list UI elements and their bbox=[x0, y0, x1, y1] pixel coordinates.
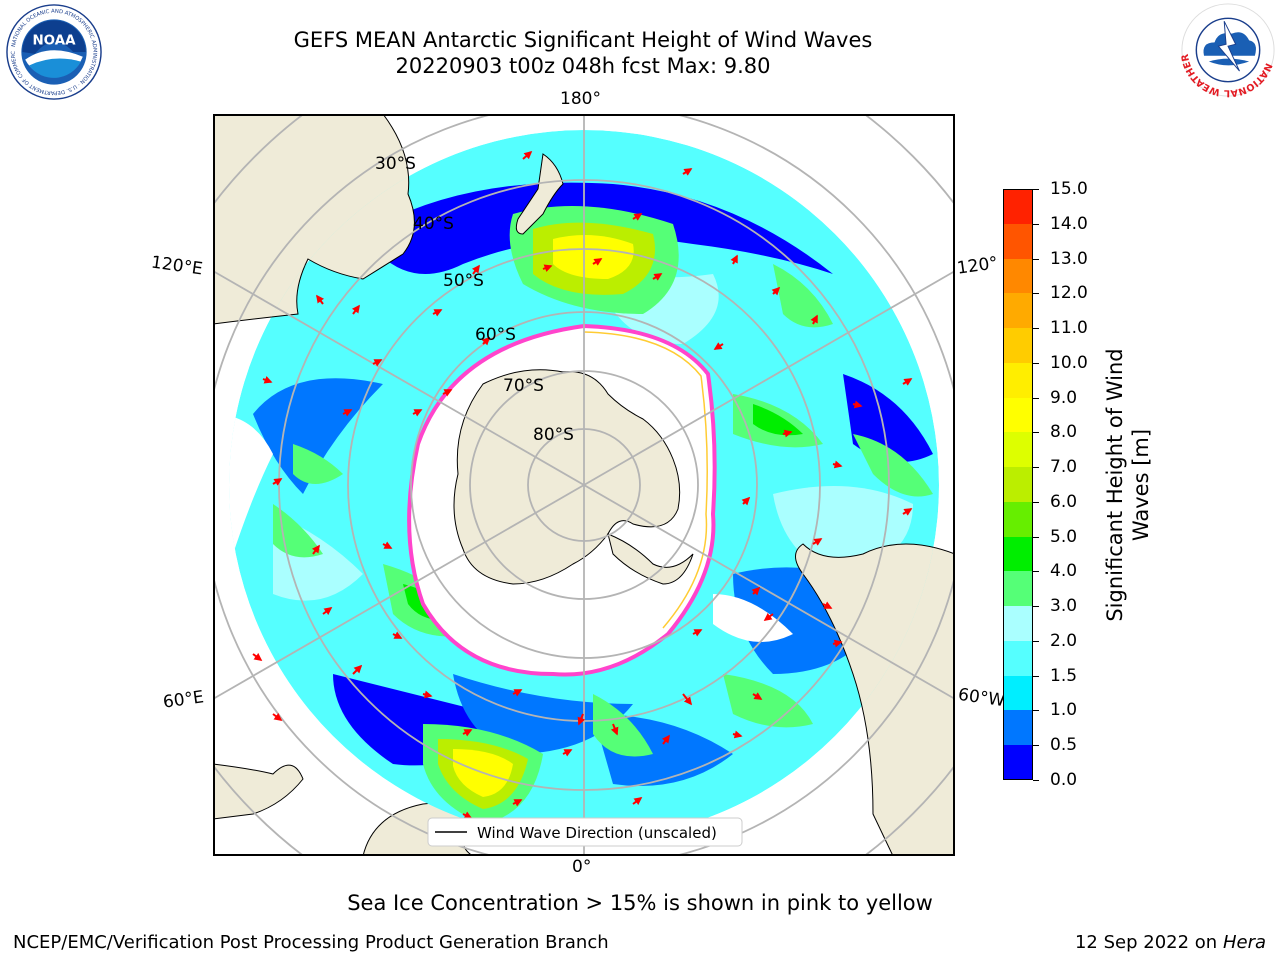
nws-logo: NATIONAL WEATHER SERVICE bbox=[1180, 2, 1275, 98]
colorbar-tick-label: 9.0 bbox=[1050, 387, 1078, 408]
noaa-logo-text: NOAA bbox=[32, 33, 76, 48]
sea-ice-note: Sea Ice Concentration > 15% is shown in … bbox=[347, 891, 933, 915]
lat-label-50s: 50°S bbox=[443, 271, 484, 291]
colorbar-tick-label: 5.0 bbox=[1050, 526, 1078, 547]
colorbar-segment bbox=[1003, 258, 1033, 294]
colorbar-segment bbox=[1003, 606, 1033, 642]
colorbar-tick-mark bbox=[1033, 362, 1039, 364]
colorbar-segment bbox=[1003, 189, 1033, 225]
lat-label-40s: 40°S bbox=[413, 214, 454, 234]
colorbar-segment bbox=[1003, 536, 1033, 572]
colorbar-tick-mark bbox=[1033, 675, 1039, 677]
antarctica bbox=[453, 369, 681, 585]
colorbar-tick-label: 14.0 bbox=[1050, 213, 1088, 234]
colorbar-segment bbox=[1003, 328, 1033, 364]
colorbar-segment bbox=[1003, 397, 1033, 433]
colorbar-tick-label: 15.0 bbox=[1050, 179, 1088, 199]
colorbar-tick-mark bbox=[1033, 432, 1039, 434]
colorbar-tick-label: 11.0 bbox=[1050, 318, 1088, 339]
chart-title: GEFS MEAN Antarctic Significant Height o… bbox=[293, 28, 873, 52]
lat-label-80s: 80°S bbox=[533, 425, 574, 445]
lon-label-lower-right: 60°W bbox=[956, 684, 1007, 712]
colorbar-tick-label: 7.0 bbox=[1050, 457, 1078, 478]
footer-host: Hera bbox=[1222, 932, 1266, 953]
colorbar-tick-label: 8.0 bbox=[1050, 422, 1078, 443]
colorbar-tick-label: 0.5 bbox=[1050, 735, 1078, 756]
colorbar-tick-mark bbox=[1033, 780, 1039, 781]
antarctic-peninsula bbox=[607, 533, 694, 585]
lat-label-30s: 30°S bbox=[375, 154, 416, 174]
colorbar-tick-mark bbox=[1033, 501, 1039, 503]
colorbar-tick-mark bbox=[1033, 640, 1039, 642]
colorbar-tick-mark bbox=[1033, 536, 1039, 538]
footer-branch: NCEP/EMC/Verification Post Processing Pr… bbox=[13, 932, 609, 953]
colorbar-segment bbox=[1003, 501, 1033, 538]
colorbar-tick-mark bbox=[1033, 606, 1039, 608]
lon-label-top: 180° bbox=[560, 89, 601, 109]
colorbar-tick-mark bbox=[1033, 710, 1039, 712]
colorbar-segment bbox=[1003, 640, 1033, 677]
colorbar-tick-mark bbox=[1033, 223, 1039, 225]
footer-date: 12 Sep 2022 on Hera bbox=[1075, 932, 1266, 953]
colorbar-label-line1: Significant Height of Wind bbox=[1103, 348, 1127, 622]
colorbar-tick-mark bbox=[1033, 571, 1039, 573]
colorbar-tick-mark bbox=[1033, 745, 1039, 747]
colorbar-tick-label: 6.0 bbox=[1050, 491, 1078, 512]
chart-subtitle: 20220903 t00z 048h fcst Max: 9.80 bbox=[395, 54, 771, 78]
colorbar-tick-label: 1.0 bbox=[1050, 700, 1078, 721]
colorbar-tick-label: 2.0 bbox=[1050, 630, 1078, 651]
lon-label-lower-left: 60°E bbox=[161, 687, 206, 713]
polar-map: 30°S 40°S 50°S 60°S 70°S 80°S Wind Wave … bbox=[213, 114, 955, 856]
colorbar-tick-label: 12.0 bbox=[1050, 283, 1088, 304]
colorbar-segment bbox=[1003, 432, 1033, 468]
colorbar-tick-mark bbox=[1033, 467, 1039, 469]
colorbar-tick-label: 1.5 bbox=[1050, 665, 1078, 686]
lat-label-70s: 70°S bbox=[503, 376, 544, 396]
colorbar-tick-mark bbox=[1033, 328, 1039, 330]
colorbar-segment bbox=[1003, 745, 1033, 781]
colorbar-tick-label: 13.0 bbox=[1050, 248, 1088, 269]
map-legend: Wind Wave Direction (unscaled) bbox=[427, 817, 743, 847]
colorbar-tick-mark bbox=[1033, 189, 1039, 190]
colorbar-tick-mark bbox=[1033, 258, 1039, 260]
lon-label-bottom: 0° bbox=[572, 857, 592, 877]
map-frame bbox=[213, 114, 955, 856]
legend-label: Wind Wave Direction (unscaled) bbox=[477, 824, 717, 842]
colorbar-segment bbox=[1003, 710, 1033, 746]
colorbar-tick-label: 3.0 bbox=[1050, 596, 1078, 617]
colorbar-segment bbox=[1003, 293, 1033, 329]
lon-label-upper-right: 120° bbox=[955, 253, 1000, 279]
footer-date-text: 12 Sep 2022 on bbox=[1074, 932, 1218, 953]
colorbar-tick-label: 0.0 bbox=[1050, 770, 1078, 790]
colorbar-tick-label: 10.0 bbox=[1050, 352, 1088, 373]
noaa-logo: NOAA NATIONAL OCEANIC AND ATMOSPHERIC AD… bbox=[6, 4, 102, 100]
lon-label-upper-left: 120°E bbox=[149, 252, 204, 280]
colorbar-label: Significant Height of Wind Waves [m] bbox=[1102, 275, 1154, 695]
colorbar-tick-label: 4.0 bbox=[1050, 561, 1078, 582]
colorbar-segment bbox=[1003, 571, 1033, 607]
colorbar-segment bbox=[1003, 362, 1033, 399]
colorbar-segment bbox=[1003, 223, 1033, 259]
colorbar-segment bbox=[1003, 675, 1033, 711]
colorbar-tick-mark bbox=[1033, 293, 1039, 295]
wind-arrows bbox=[252, 150, 913, 819]
colorbar-tick-mark bbox=[1033, 397, 1039, 399]
colorbar-segment bbox=[1003, 467, 1033, 503]
colorbar bbox=[1003, 189, 1033, 781]
colorbar-label-line2: Waves [m] bbox=[1129, 428, 1153, 542]
lat-label-60s: 60°S bbox=[475, 325, 516, 345]
